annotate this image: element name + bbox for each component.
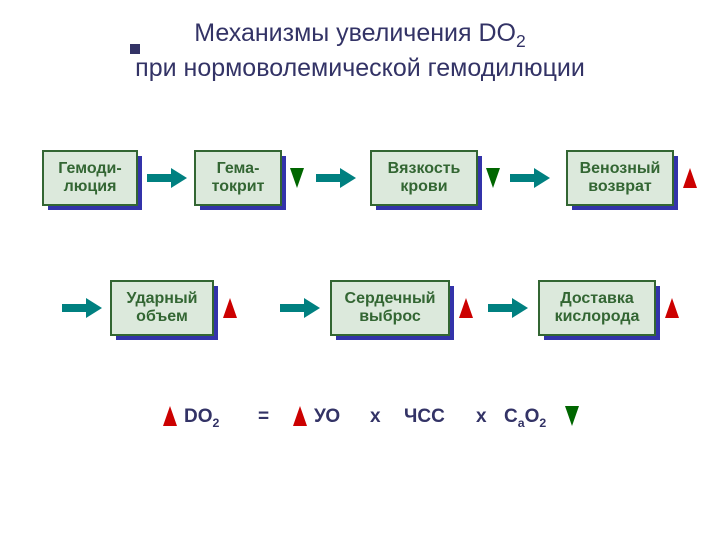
title-bullet [130,44,140,54]
formula-text: DO [184,406,213,427]
box-stroke-volume: Ударный объем [110,280,214,336]
box-label: Доставка кислорода [555,290,640,327]
formula-hr: ЧСС [404,406,445,428]
formula-eq: = [258,406,269,428]
formula-uo: УО [314,406,340,428]
title-sub: 2 [516,31,526,51]
box-viscosity: Вязкость крови [370,150,478,206]
box-hematocrit: Гема- токрит [194,150,282,206]
box-label: Ударный объем [127,290,198,327]
down-triangle-icon [562,404,582,428]
arrow-icon [316,166,356,190]
box-venous-return: Венозный возврат [566,150,674,206]
title-line1: Механизмы увеличения DO [194,19,516,47]
up-triangle-icon [220,296,240,320]
formula-do2: DO2 [184,406,219,430]
down-triangle-icon [287,166,307,190]
down-triangle-icon [483,166,503,190]
formula-sub: a [518,416,525,430]
box-label: Гема- токрит [212,160,265,197]
up-triangle-icon [680,166,700,190]
formula-x1: х [370,406,381,428]
up-triangle-icon [290,404,310,428]
formula-x2: х [476,406,487,428]
page-title: Механизмы увеличения DO2 при нормоволеми… [0,0,720,84]
up-triangle-icon [160,404,180,428]
corner-arrow-icon [676,210,704,280]
box-hemodilution: Гемоди- люция [42,150,138,206]
arrow-icon [62,296,102,320]
arrow-icon [488,296,528,320]
title-line2: при нормоволемической гемодилюции [135,54,585,82]
box-cardiac-output: Сердечный выброс [330,280,450,336]
up-triangle-icon [456,296,476,320]
formula-text: O [525,406,540,427]
up-triangle-icon [662,296,682,320]
box-label: Венозный возврат [580,160,661,197]
box-label: Сердечный выброс [345,290,436,327]
box-label: Вязкость крови [388,160,461,197]
box-oxygen-delivery: Доставка кислорода [538,280,656,336]
formula-sub: 2 [213,416,220,430]
arrow-icon [147,166,187,190]
formula-cao2: CaO2 [504,406,546,430]
box-label: Гемоди- люция [58,160,121,197]
formula-sub: 2 [539,416,546,430]
arrow-icon [510,166,550,190]
arrow-icon [280,296,320,320]
formula-text: C [504,406,518,427]
